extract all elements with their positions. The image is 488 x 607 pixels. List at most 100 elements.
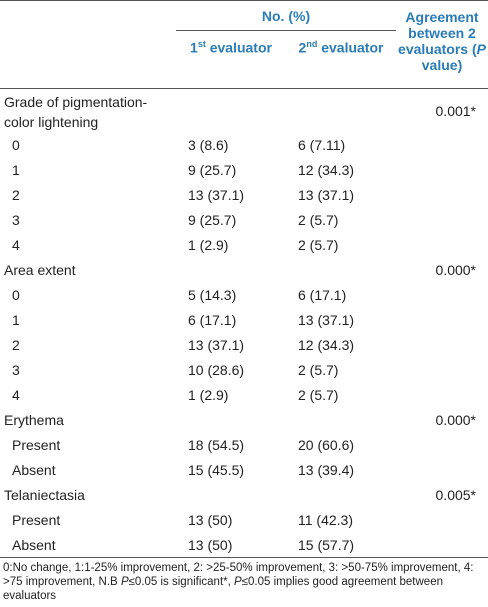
row-label: Absent [12, 461, 56, 478]
section-label: Grade of pigmentation-color lightening [4, 94, 148, 130]
footnote-italic: P [120, 576, 129, 588]
empty-cell [396, 507, 488, 532]
blank-cell [0, 1, 176, 89]
first-evaluator-value: 13 (50) [188, 536, 233, 553]
empty-cell [286, 407, 396, 432]
data-row: Present 13 (50) 11 (42.3) [0, 507, 488, 532]
data-row: 0 3 (8.6) 6 (7.11) [0, 132, 488, 157]
empty-cell [286, 89, 396, 132]
p-value: 0.000* [435, 411, 476, 428]
row-label: 1 [12, 311, 20, 328]
second-evaluator-value: 12 (34.3) [298, 336, 355, 353]
second-evaluator-value: 2 (5.7) [298, 361, 339, 378]
second-evaluator-value: 20 (60.6) [298, 436, 355, 453]
empty-cell [396, 432, 488, 457]
data-row: Absent 13 (50) 15 (57.7) [0, 532, 488, 557]
row-label: 4 [12, 386, 20, 403]
ordinal-suffix: nd [306, 39, 318, 49]
ordinal: 2 [298, 39, 307, 56]
footnote-text: ≤0.05 is significant*, [128, 576, 235, 588]
section-row: Telaniectasia 0.005* [0, 482, 488, 507]
data-row: 4 1 (2.9) 2 (5.7) [0, 382, 488, 407]
data-row: 1 9 (25.7) 12 (34.3) [0, 157, 488, 182]
second-evaluator-value: 15 (57.7) [298, 536, 355, 553]
data-row: 4 1 (2.9) 2 (5.7) [0, 232, 488, 257]
data-row: 2 13 (37.1) 13 (37.1) [0, 182, 488, 207]
second-evaluator-value: 2 (5.7) [298, 386, 339, 403]
empty-cell [396, 357, 488, 382]
ordinal: 1 [190, 39, 198, 56]
empty-cell [396, 307, 488, 332]
section-label: Erythema [4, 411, 64, 428]
second-evaluator-value: 11 (42.3) [298, 511, 353, 528]
first-evaluator-value: 10 (28.6) [188, 361, 245, 378]
second-evaluator-value: 13 (37.1) [298, 311, 355, 328]
empty-cell [396, 457, 488, 482]
section-row: Erythema 0.000* [0, 407, 488, 432]
first-evaluator-value: 15 (45.5) [188, 461, 245, 478]
results-table: No. (%) Agreement between 2 evaluators (… [0, 0, 488, 557]
row-label: 2 [12, 186, 20, 203]
data-row: 1 6 (17.1) 13 (37.1) [0, 307, 488, 332]
data-row: 3 10 (28.6) 2 (5.7) [0, 357, 488, 382]
second-evaluator-value: 6 (7.11) [298, 136, 346, 153]
row-label: Absent [12, 536, 56, 553]
header-text: evaluator [209, 39, 272, 56]
empty-cell [176, 257, 286, 282]
table-body: Grade of pigmentation-color lightening 0.… [0, 89, 488, 557]
p-value: 0.001* [435, 102, 476, 119]
data-row: 2 13 (37.1) 12 (34.3) [0, 332, 488, 357]
first-evaluator-value: 13 (50) [188, 511, 233, 528]
agreement-text: Agreement between 2 evaluators ( [398, 9, 479, 57]
second-evaluator-value: 2 (5.7) [298, 211, 339, 228]
first-evaluator-value: 9 (25.7) [188, 161, 237, 178]
header-text: evaluator [321, 39, 384, 56]
first-evaluator-value: 9 (25.7) [188, 211, 237, 228]
first-evaluator-header: 1st evaluator [176, 31, 286, 89]
row-label: 3 [12, 211, 20, 228]
row-label: 2 [12, 336, 20, 353]
empty-cell [176, 89, 286, 132]
agreement-text: value) [421, 57, 463, 73]
first-evaluator-value: 5 (14.3) [188, 286, 237, 303]
empty-cell [396, 332, 488, 357]
p-value: 0.005* [435, 486, 476, 503]
p-value: 0.000* [435, 261, 476, 278]
second-evaluator-value: 6 (17.1) [298, 286, 347, 303]
data-row: 0 5 (14.3) 6 (17.1) [0, 282, 488, 307]
empty-cell [396, 282, 488, 307]
section-row: Area extent 0.000* [0, 257, 488, 282]
group-header: No. (%) [176, 0, 396, 31]
footnote-text: ≤0.05 implies good agreement between eva… [3, 576, 443, 602]
second-evaluator-value: 13 (37.1) [298, 186, 355, 203]
footnote: 0:No change, 1:1-25% improvement, 2: >25… [0, 557, 488, 603]
first-evaluator-value: 13 (37.1) [188, 336, 245, 353]
footnote-italic: P [234, 576, 242, 588]
empty-cell [396, 182, 488, 207]
table-header: No. (%) Agreement between 2 evaluators (… [0, 0, 488, 89]
empty-cell [396, 532, 488, 557]
second-evaluator-header: 2nd evaluator [286, 31, 396, 89]
row-label: 1 [12, 161, 20, 178]
first-evaluator-value: 18 (54.5) [188, 436, 245, 453]
empty-cell [286, 257, 396, 282]
ordinal-suffix: st [197, 39, 206, 49]
empty-cell [176, 407, 286, 432]
row-label: 3 [12, 361, 20, 378]
first-evaluator-value: 13 (37.1) [188, 186, 245, 203]
agreement-header: Agreement between 2 evaluators (P value) [396, 1, 488, 89]
row-label: 0 [12, 136, 20, 153]
section-row: Grade of pigmentation-color lightening 0.… [0, 89, 488, 132]
agreement-italic: P [476, 41, 486, 57]
section-label: Telaniectasia [4, 486, 85, 503]
empty-cell [396, 207, 488, 232]
row-label: Present [12, 511, 61, 528]
empty-cell [396, 157, 488, 182]
first-evaluator-value: 1 (2.9) [188, 236, 229, 253]
header-rule [0, 88, 488, 89]
data-row: 3 9 (25.7) 2 (5.7) [0, 207, 488, 232]
row-label: 4 [12, 236, 20, 253]
second-evaluator-value: 13 (39.4) [298, 461, 355, 478]
empty-cell [286, 482, 396, 507]
